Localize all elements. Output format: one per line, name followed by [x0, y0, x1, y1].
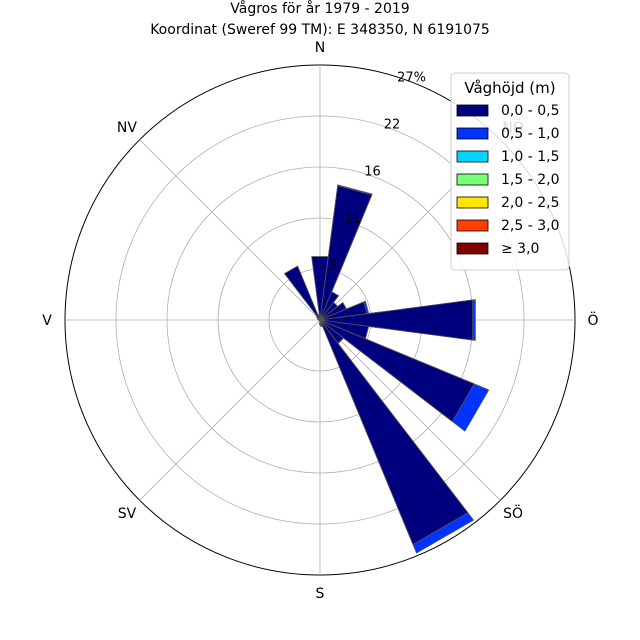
- rose-bar-120-bin-0: [319, 319, 475, 423]
- rose-bar-150-bin-0: [319, 319, 469, 546]
- radial-tick-label: 27%: [397, 70, 426, 85]
- rose-bar-90-bin-0: [319, 299, 474, 341]
- rose-bar-330-bin-0: [283, 265, 321, 321]
- legend: Våghöjd (m) 0,0 - 0,5 0,5 - 1,0 1,0 - 1,5 1,…: [450, 72, 570, 271]
- radial-tick-label: 5: [329, 259, 337, 274]
- legend-swatch: [456, 127, 489, 140]
- direction-label: N: [315, 40, 325, 56]
- legend-swatch: [456, 150, 489, 163]
- legend-label: 0,5 - 1,0: [501, 126, 559, 142]
- legend-label: 2,0 - 2,5: [501, 195, 559, 211]
- direction-label: NV: [117, 120, 137, 136]
- radial-tick-label: 11: [345, 212, 362, 227]
- chart-title: Vågros för år 1979 - 2019: [230, 0, 409, 17]
- chart-subtitle: Koordinat (Sweref 99 TM): E 348350, N 61…: [150, 22, 490, 38]
- legend-label: ≥ 3,0: [501, 241, 539, 257]
- legend-label: 0,0 - 0,5: [501, 103, 559, 119]
- direction-label: SÖ: [503, 504, 523, 522]
- direction-label: S: [316, 586, 325, 602]
- rose-bar-345-bin-0: [317, 313, 321, 321]
- legend-swatch: [456, 219, 489, 232]
- legend-label: 1,5 - 2,0: [501, 172, 559, 188]
- rose-bar-180-bin-0: [318, 319, 322, 325]
- radial-tick-label: 16: [364, 165, 381, 180]
- legend-title: Våghöjd (m): [464, 79, 555, 97]
- direction-label: SV: [118, 506, 137, 522]
- radial-tick-label: 22: [384, 118, 401, 133]
- legend-swatch: [456, 173, 489, 186]
- wave-bars: [283, 184, 490, 554]
- legend-label: 2,5 - 3,0: [501, 218, 559, 234]
- rose-bar-15-bin-0: [319, 185, 373, 321]
- legend-label: 1,0 - 1,5: [501, 149, 559, 165]
- radial-tick-labels: 5 11 16 22 27%: [329, 70, 426, 273]
- direction-label: V: [42, 313, 52, 329]
- direction-label: Ö: [587, 311, 598, 329]
- legend-swatch: [456, 242, 489, 255]
- legend-swatch: [456, 196, 489, 209]
- legend-swatch: [456, 104, 489, 117]
